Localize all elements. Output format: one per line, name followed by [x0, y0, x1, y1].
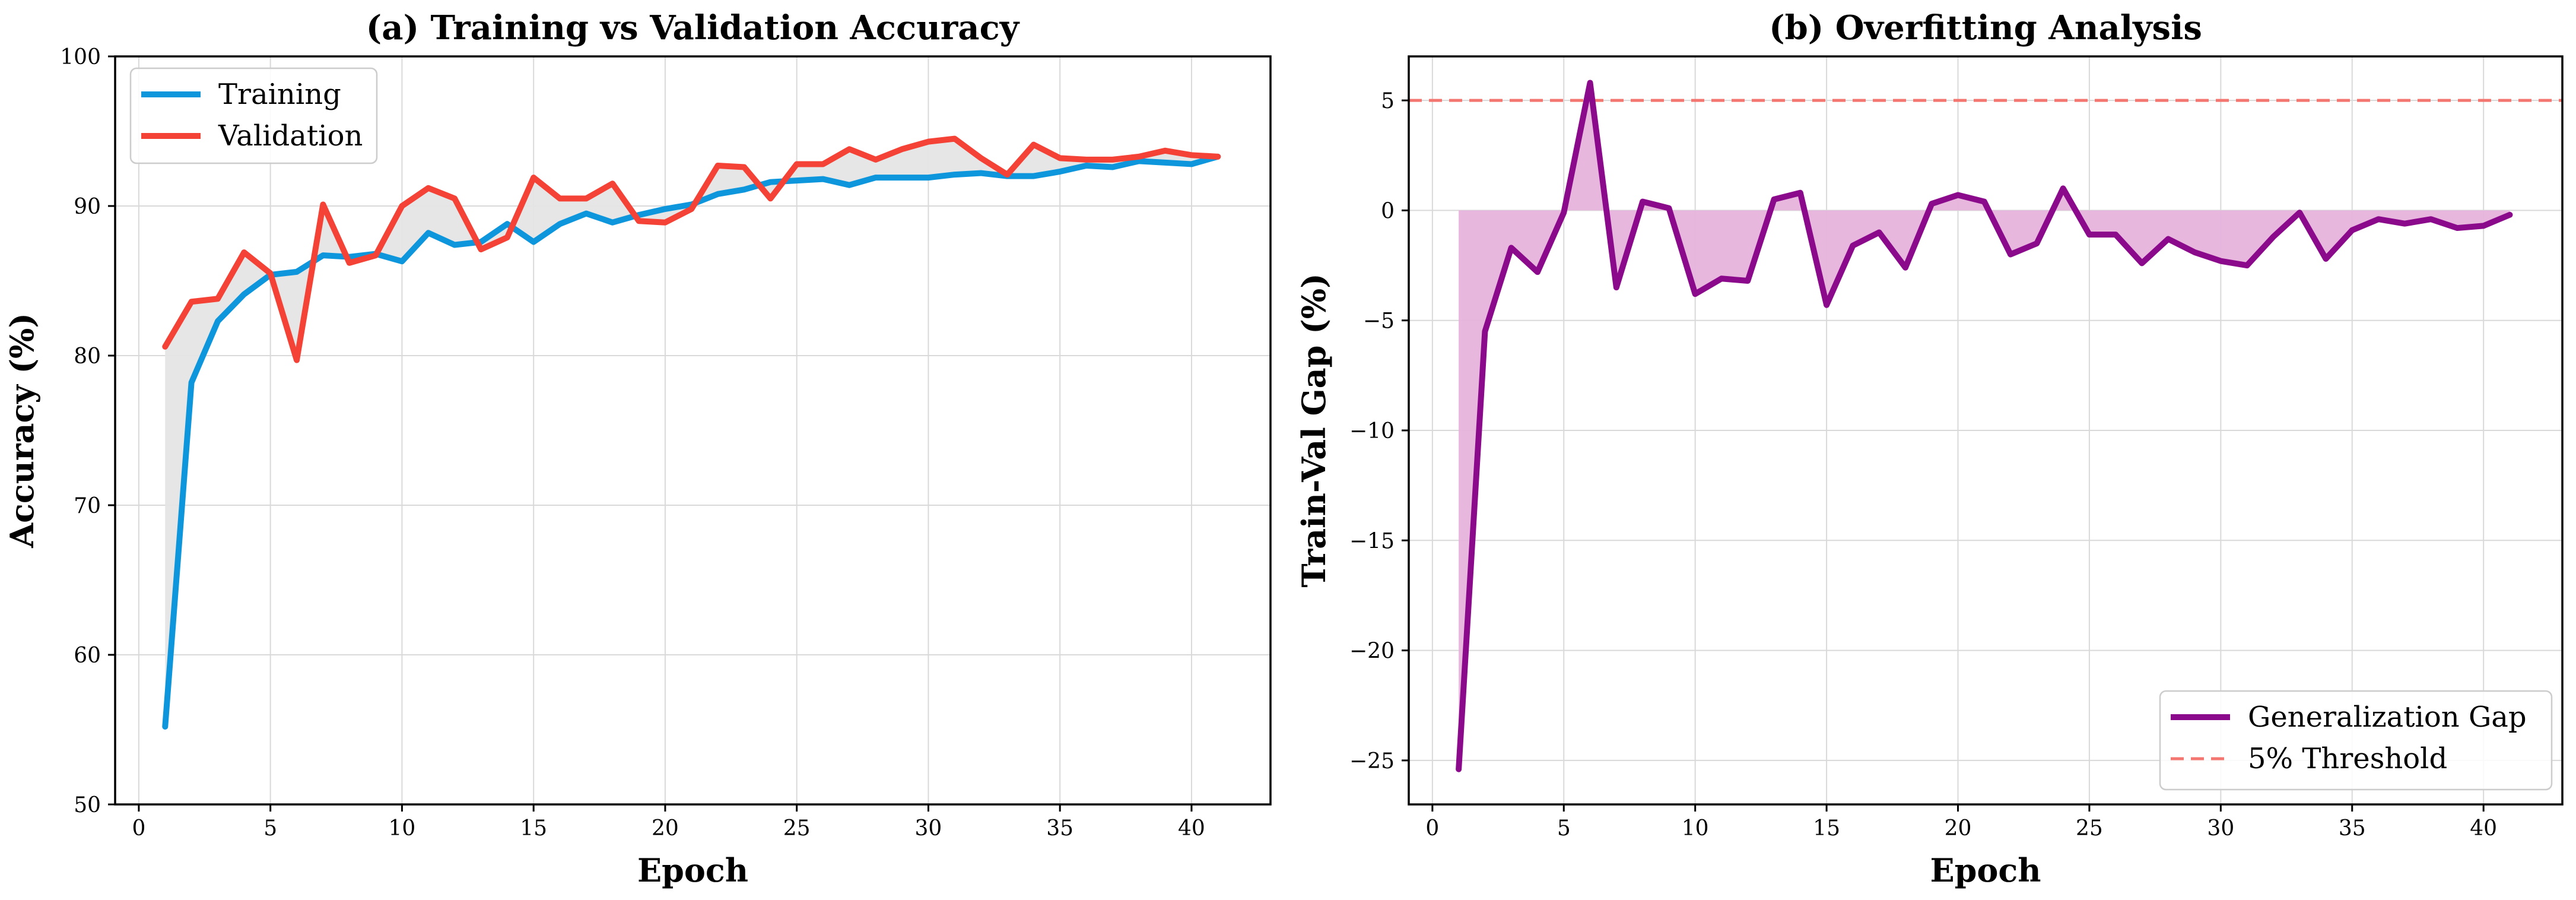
x-tick-label: 40	[1178, 816, 1205, 841]
legend-box	[2159, 690, 2553, 791]
y-tick-label: −15	[1349, 529, 1395, 553]
y-tick-label: −10	[1349, 419, 1395, 443]
axes-frame	[114, 55, 1272, 806]
series-line-generalization-gap	[1456, 80, 2513, 772]
legend-label: 5% Threshold	[2248, 742, 2447, 775]
y-tick-label: 90	[74, 195, 101, 219]
plot-area	[1409, 80, 2562, 772]
x-tick-label: 10	[389, 816, 416, 841]
x-tick-label: 5	[263, 816, 277, 841]
x-tick-label: 35	[1046, 816, 1073, 841]
legend-label: Training	[218, 78, 341, 111]
chart-panel-a: 0 5 10 15 20 25 30 35 40 50 60 70 80 90 100 (a) Trainin…	[3, 8, 1272, 889]
chart-title: (a) Training vs Validation Accuracy	[366, 8, 1020, 47]
y-axis-label: Accuracy (%)	[3, 313, 41, 549]
series-line-validation	[162, 135, 1221, 363]
plot-area	[162, 135, 1221, 730]
legend-label: Generalization Gap	[2248, 701, 2527, 734]
y-tick-label: 70	[74, 494, 101, 518]
x-tick-label: 15	[1813, 816, 1840, 841]
x-tick-label: 20	[652, 816, 679, 841]
x-tick-label: 25	[783, 816, 811, 841]
x-tick-label: 5	[1557, 816, 1571, 841]
legend: Generalization Gap 5% Threshold	[2159, 690, 2553, 791]
y-tick-label: 80	[74, 344, 101, 369]
y-tick-label: −25	[1349, 749, 1395, 774]
x-tick-label: 40	[2470, 816, 2497, 841]
y-tick-label: 100	[60, 45, 101, 69]
y-tick-label: −20	[1349, 639, 1395, 664]
x-axis-label: Epoch	[637, 851, 748, 889]
y-tick-label: 0	[1381, 199, 1395, 223]
y-tick-label: 5	[1381, 89, 1395, 113]
x-tick-label: 30	[2207, 816, 2234, 841]
x-tick-label: 30	[915, 816, 942, 841]
x-tick-label: 0	[1425, 816, 1439, 841]
x-tick-label: 25	[2076, 816, 2103, 841]
x-tick-label: 20	[1945, 816, 1972, 841]
legend-label: Validation	[218, 119, 363, 153]
gap-fill-area	[1459, 83, 2510, 769]
y-tick-label: 60	[74, 644, 101, 668]
y-axis-label: Train-Val Gap (%)	[1295, 273, 1333, 587]
chart-panel-b: 0 5 10 15 20 25 30 35 40 −25 −20 −15 −10 −5 0 5 (b) Over…	[1295, 8, 2564, 889]
x-tick-label: 0	[132, 816, 145, 841]
x-tick-label: 10	[1682, 816, 1709, 841]
chart-title: (b) Overfitting Analysis	[1769, 8, 2202, 47]
y-tick-label: 50	[74, 793, 101, 817]
x-axis-label: Epoch	[1930, 851, 2041, 889]
x-tick-label: 15	[520, 816, 547, 841]
y-tick-label: −5	[1363, 309, 1395, 334]
x-tick-label: 35	[2339, 816, 2366, 841]
legend: Training Validation	[129, 67, 378, 164]
